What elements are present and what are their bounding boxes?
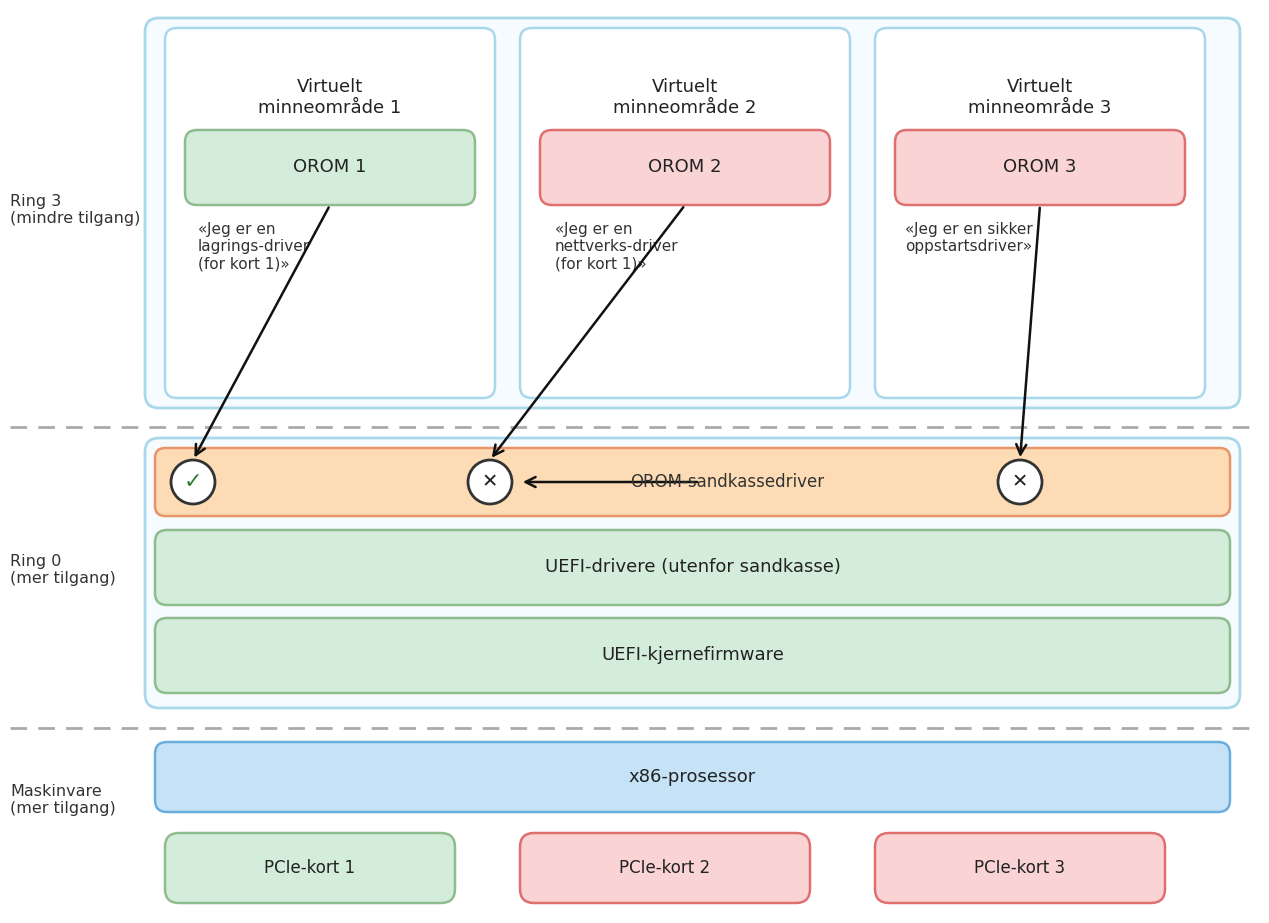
Text: PCIe-kort 1: PCIe-kort 1 bbox=[264, 859, 355, 877]
FancyBboxPatch shape bbox=[145, 438, 1240, 708]
Text: ✕: ✕ bbox=[482, 473, 499, 492]
Text: Ring 3
(mindre tilgang): Ring 3 (mindre tilgang) bbox=[10, 194, 141, 226]
Text: ✕: ✕ bbox=[1011, 473, 1028, 492]
FancyBboxPatch shape bbox=[155, 742, 1230, 812]
FancyBboxPatch shape bbox=[185, 130, 475, 205]
Text: ✓: ✓ bbox=[184, 472, 202, 492]
FancyBboxPatch shape bbox=[165, 833, 456, 903]
FancyBboxPatch shape bbox=[876, 833, 1165, 903]
Text: Ring 0
(mer tilgang): Ring 0 (mer tilgang) bbox=[10, 554, 115, 586]
FancyBboxPatch shape bbox=[145, 18, 1240, 408]
FancyBboxPatch shape bbox=[876, 28, 1206, 398]
Text: Virtuelt
minneområde 1: Virtuelt minneområde 1 bbox=[259, 78, 401, 117]
FancyBboxPatch shape bbox=[155, 530, 1230, 605]
Circle shape bbox=[997, 460, 1042, 504]
Text: OROM 2: OROM 2 bbox=[648, 159, 722, 176]
Text: PCIe-kort 3: PCIe-kort 3 bbox=[975, 859, 1066, 877]
FancyBboxPatch shape bbox=[520, 28, 850, 398]
Circle shape bbox=[468, 460, 511, 504]
Text: UEFI-kjernefirmware: UEFI-kjernefirmware bbox=[602, 646, 784, 665]
Text: OROM 3: OROM 3 bbox=[1004, 159, 1077, 176]
FancyBboxPatch shape bbox=[520, 833, 810, 903]
Text: «Jeg er en sikker
oppstartsdriver»: «Jeg er en sikker oppstartsdriver» bbox=[905, 222, 1033, 255]
FancyBboxPatch shape bbox=[541, 130, 830, 205]
FancyBboxPatch shape bbox=[155, 618, 1230, 693]
FancyBboxPatch shape bbox=[155, 448, 1230, 516]
Text: «Jeg er en
nettverks-driver
(for kort 1)»: «Jeg er en nettverks-driver (for kort 1)… bbox=[555, 222, 679, 271]
Text: Maskinvare
(mer tilgang): Maskinvare (mer tilgang) bbox=[10, 784, 115, 816]
Text: OROM 1: OROM 1 bbox=[293, 159, 367, 176]
Text: OROM-sandkassedriver: OROM-sandkassedriver bbox=[629, 473, 824, 491]
Text: UEFI-drivere (utenfor sandkasse): UEFI-drivere (utenfor sandkasse) bbox=[544, 558, 840, 577]
Text: x86-prosessor: x86-prosessor bbox=[629, 768, 756, 786]
FancyBboxPatch shape bbox=[165, 28, 495, 398]
Text: Virtuelt
minneområde 2: Virtuelt minneområde 2 bbox=[613, 78, 756, 117]
Text: Virtuelt
minneområde 3: Virtuelt minneområde 3 bbox=[968, 78, 1112, 117]
Circle shape bbox=[171, 460, 214, 504]
Text: «Jeg er en
lagrings-driver
(for kort 1)»: «Jeg er en lagrings-driver (for kort 1)» bbox=[198, 222, 310, 271]
FancyBboxPatch shape bbox=[895, 130, 1185, 205]
Text: PCIe-kort 2: PCIe-kort 2 bbox=[619, 859, 711, 877]
